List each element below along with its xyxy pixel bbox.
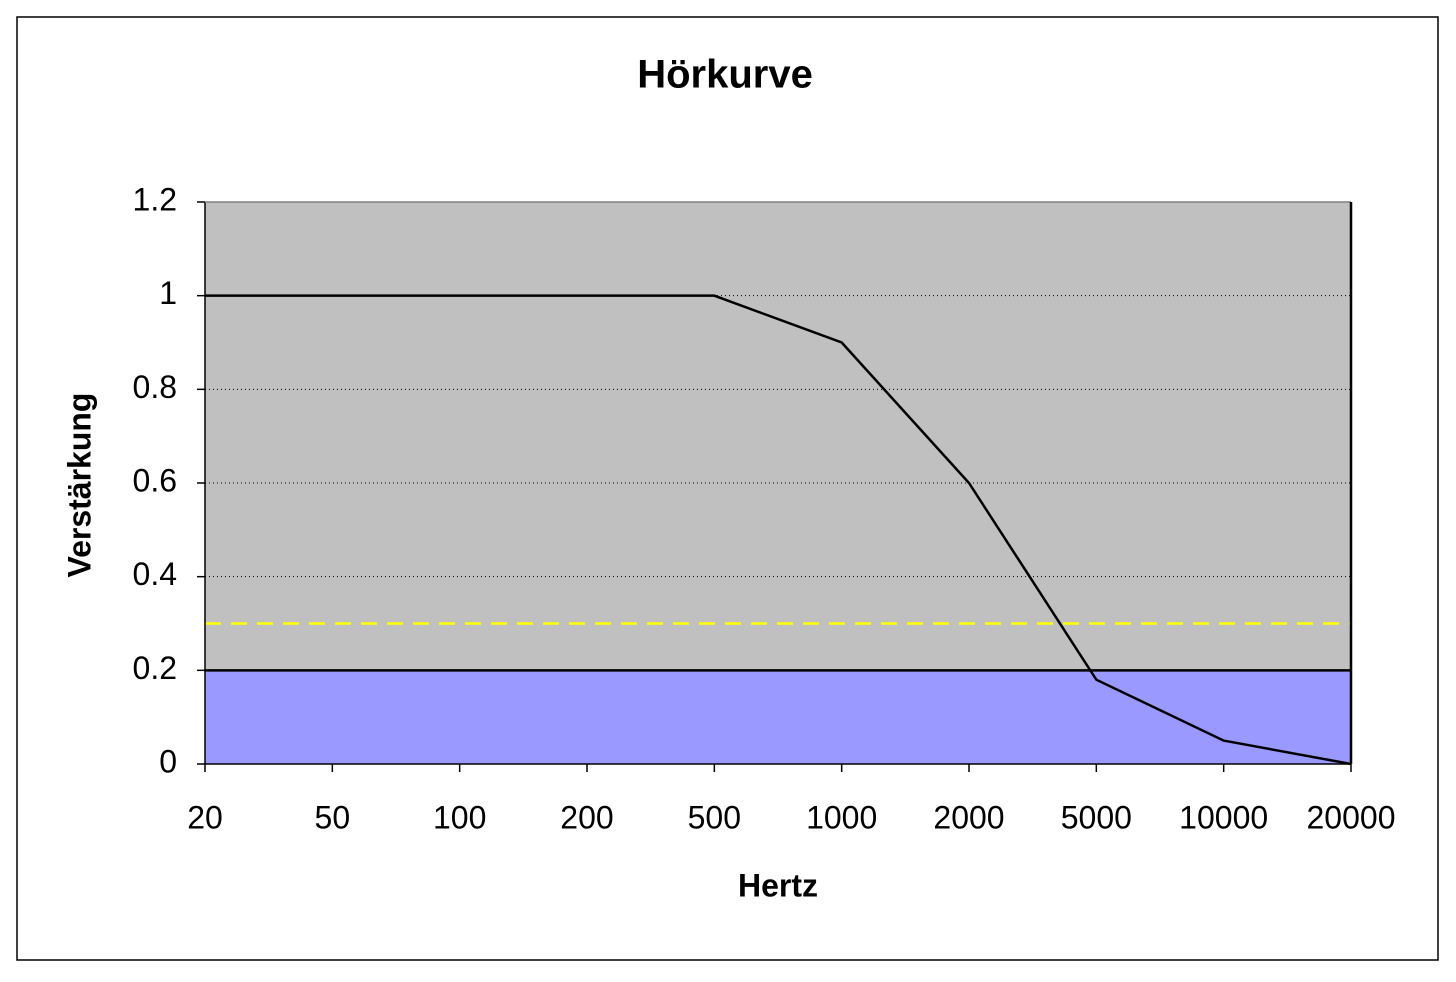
x-tick-label: 200 [560,799,613,835]
x-tick-label: 5000 [1061,799,1132,835]
chart-title: Hörkurve [637,53,813,97]
x-tick-label: 500 [688,799,741,835]
x-axis-label: Hertz [738,867,818,903]
area [205,670,1351,764]
x-tick-label: 100 [433,799,486,835]
y-tick-label: 0.2 [133,650,177,686]
y-tick-label: 1 [159,275,177,311]
x-tick-label: 1000 [806,799,877,835]
y-tick-label: 0 [159,743,177,779]
y-tick-label: 0.6 [133,462,177,498]
y-axis-label: Verstärkung [61,393,97,578]
x-tick-label: 20000 [1307,799,1396,835]
line [205,294,1352,766]
y-tick-label: 0.8 [133,369,177,405]
y-tick-label: 0.4 [133,556,177,592]
x-tick-label: 20 [187,799,223,835]
x-tick-label: 10000 [1179,799,1268,835]
x-tick-label: 2000 [933,799,1004,835]
x-tick-label: 50 [315,799,351,835]
y-tick-label: 1.2 [133,181,177,217]
